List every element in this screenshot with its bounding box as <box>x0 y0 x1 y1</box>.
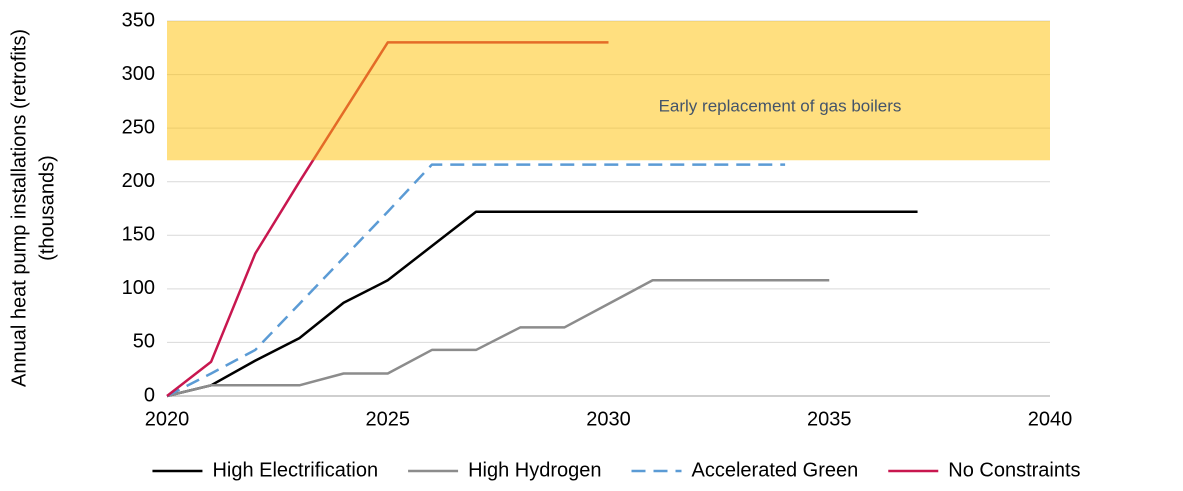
legend-label: No Constraints <box>948 459 1080 481</box>
series-line <box>166 210 918 398</box>
x-tick-label: 2025 <box>366 408 411 430</box>
legend-label: High Hydrogen <box>468 459 601 481</box>
y-tick-label: 100 <box>122 277 155 299</box>
y-tick-label: 350 <box>122 9 155 31</box>
y-label-line: Annual heat pump installations (retrofit… <box>8 29 30 387</box>
series-line <box>166 163 786 398</box>
x-tick-label: 2040 <box>1028 408 1073 430</box>
y-tick-label: 300 <box>122 63 155 85</box>
series-line <box>166 279 830 398</box>
annotation: Early replacement of gas boilers <box>659 96 902 115</box>
y-tick-label: 250 <box>122 116 155 138</box>
y-tick-label: 150 <box>122 224 155 246</box>
y-label-line: (thousands) <box>36 155 58 261</box>
shaded-band <box>167 21 1050 161</box>
x-tick-label: 2020 <box>145 408 190 430</box>
legend-label: High Electrification <box>212 459 378 481</box>
y-axis-label: Annual heat pump installations (retrofit… <box>8 29 58 387</box>
x-tick-label: 2035 <box>807 408 852 430</box>
y-tick-label: 0 <box>144 384 155 406</box>
x-tick-label: 2030 <box>586 408 631 430</box>
y-tick-label: 50 <box>133 331 155 353</box>
legend-label: Accelerated Green <box>692 459 859 481</box>
y-tick-label: 200 <box>122 170 155 192</box>
